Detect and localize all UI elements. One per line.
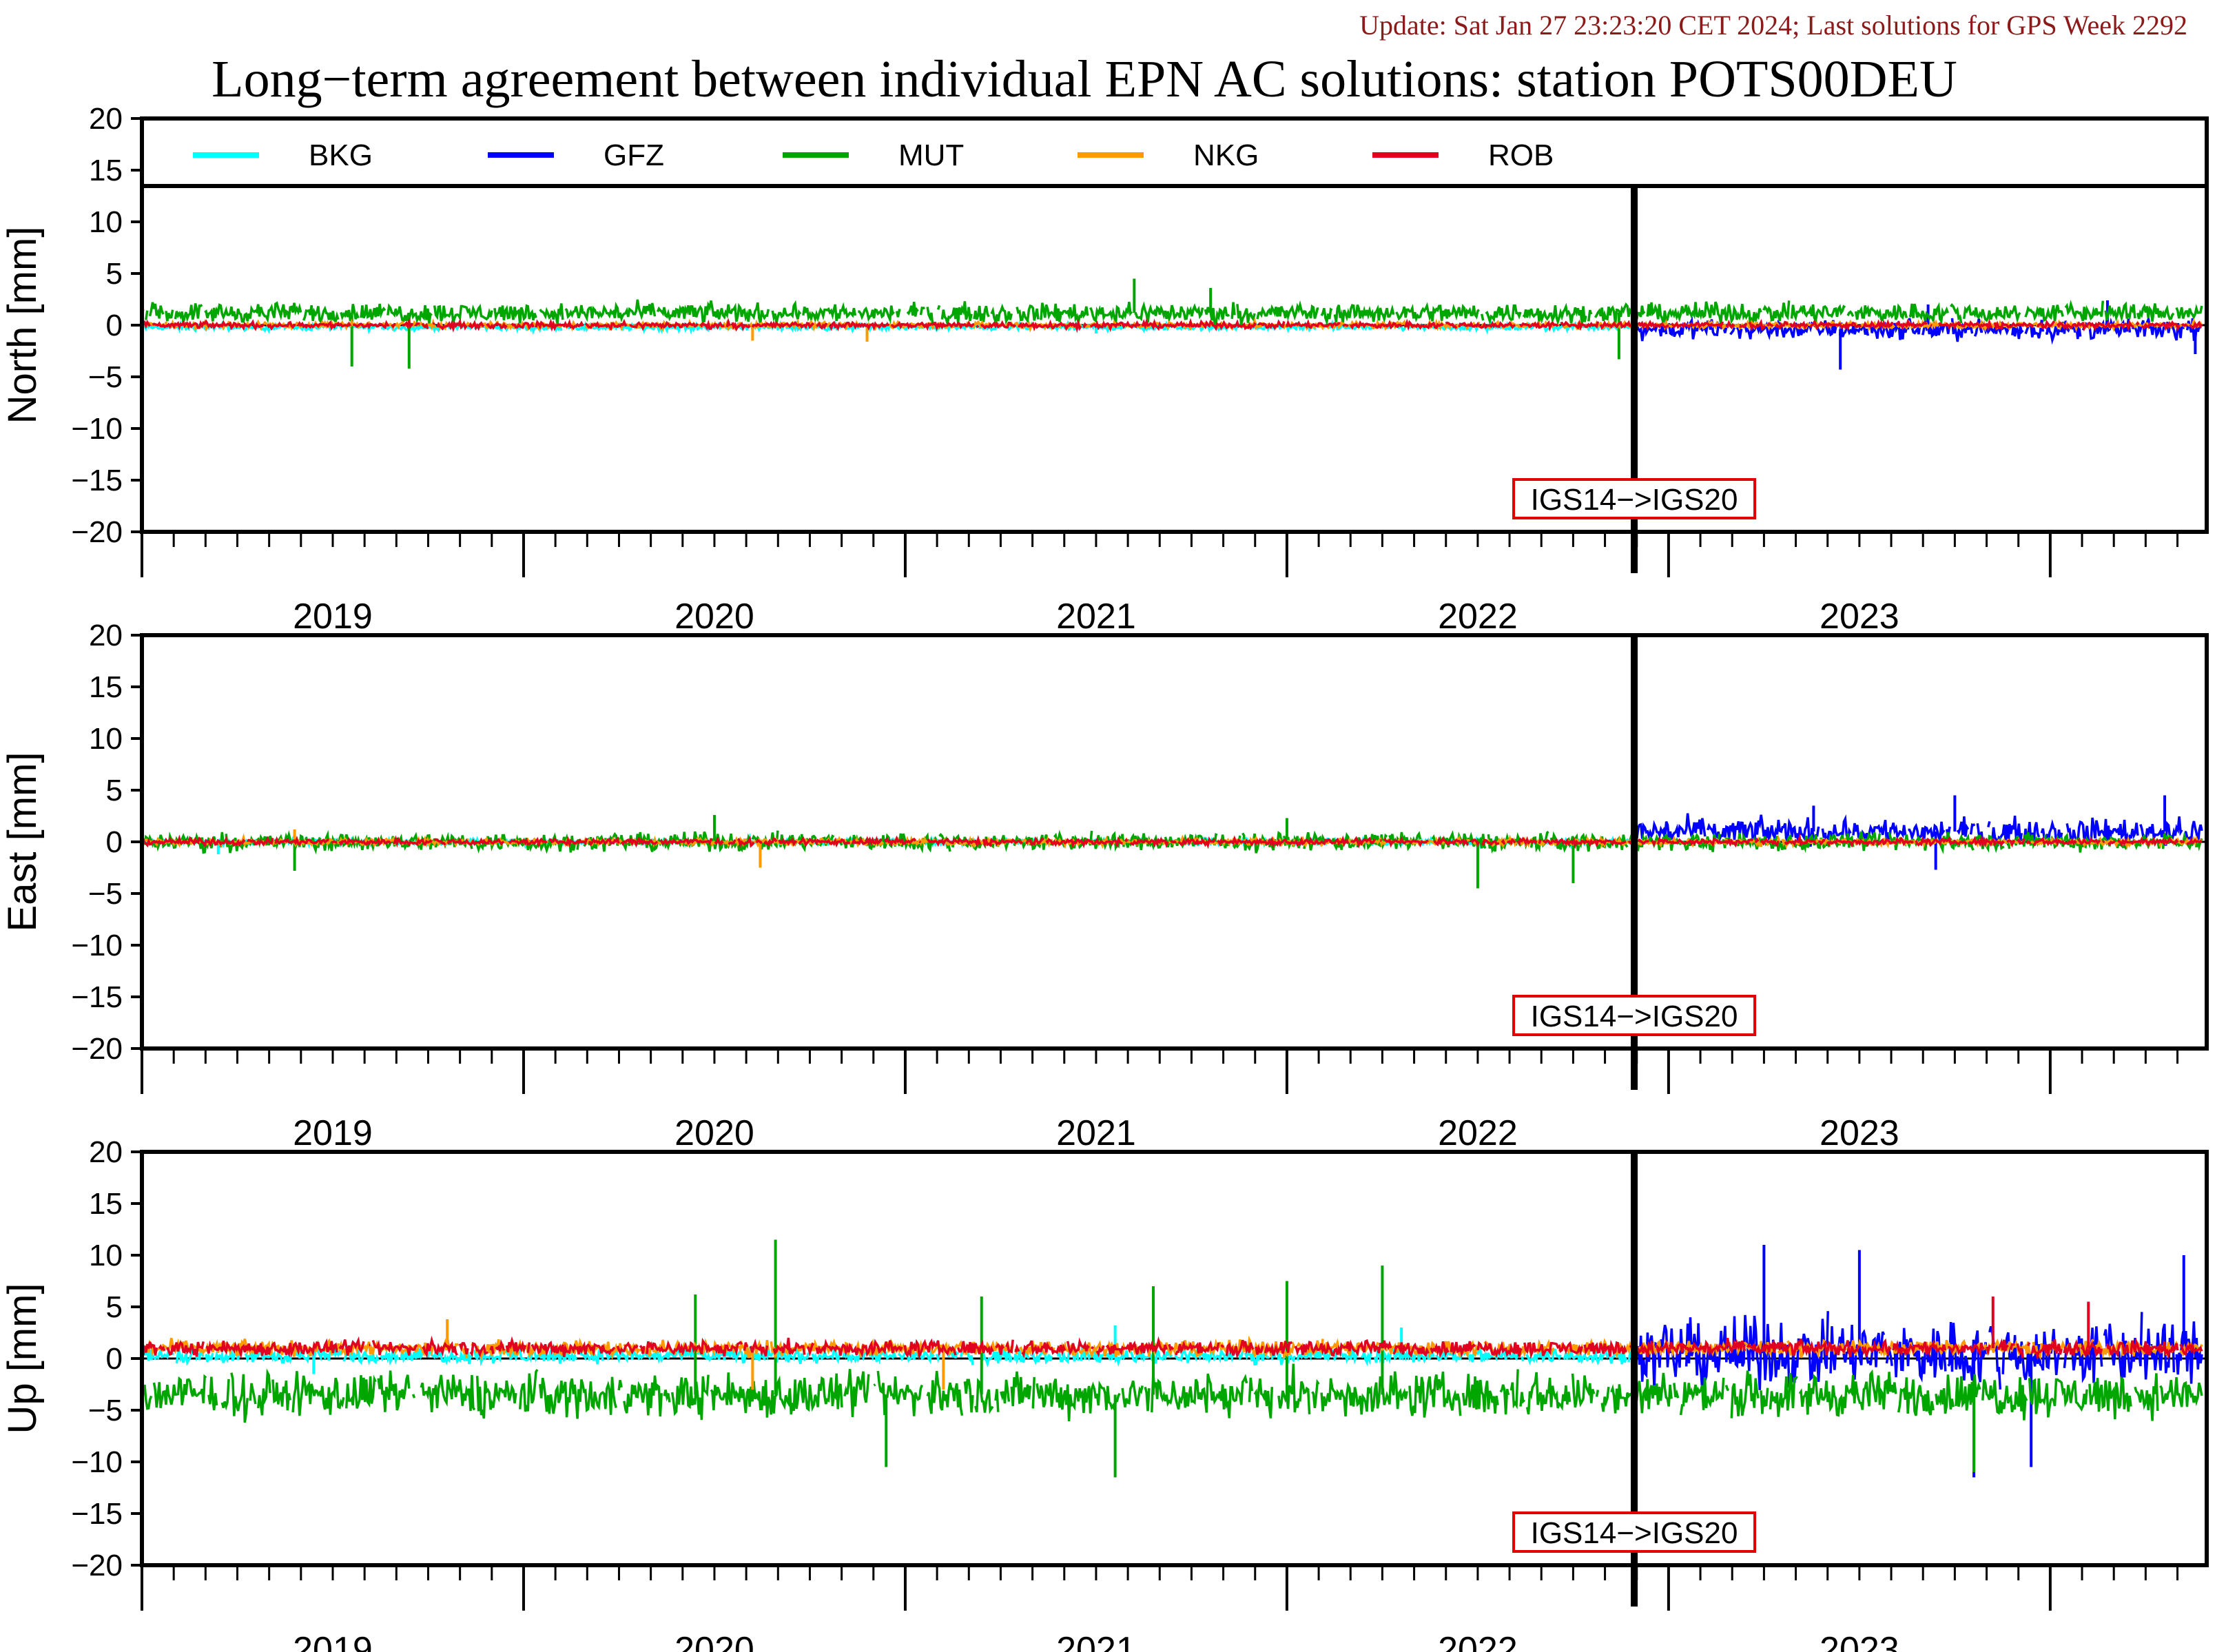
chart-title: Long−term agreement between individual E…	[212, 50, 1957, 108]
legend-box	[140, 116, 2209, 188]
y-tick-label: 5	[106, 257, 123, 291]
y-tick-label: −10	[71, 929, 123, 962]
y-tick-label: 10	[89, 205, 123, 239]
panel-2: IGS14−>IGS20 20 15 10 5 0 −5 −10 −15 −20 East [mm]…	[0, 619, 2209, 1153]
frame-change-box	[1512, 995, 1757, 1036]
x-year-label: 2021	[1056, 1630, 1136, 1652]
y-tick-label: −10	[71, 412, 123, 446]
y-tick-label: 0	[106, 309, 123, 342]
y-tick-label: 5	[106, 774, 123, 807]
frame-change-label: IGS14−>IGS20	[1531, 1516, 1738, 1550]
y-tick-label: −20	[71, 1549, 123, 1582]
y-tick-label: 15	[89, 154, 123, 187]
y-tick-label: 0	[106, 1342, 123, 1376]
x-year-label: 2020	[674, 1113, 754, 1153]
panel-3: IGS14−>IGS20 20 15 10 5 0 −5 −10 −15 −20 Up [mm] 20…	[0, 1135, 2209, 1652]
x-year-label: 2022	[1438, 597, 1518, 637]
legend-label-mut: MUT	[898, 138, 964, 172]
y-tick-label: −20	[71, 515, 123, 549]
legend-label-bkg: BKG	[309, 138, 373, 172]
series-group	[142, 278, 2203, 370]
series-line-mut	[142, 299, 2203, 327]
x-year-label: 2019	[293, 1630, 373, 1652]
x-year-label: 2020	[674, 1630, 754, 1652]
x-year-label: 2021	[1056, 597, 1136, 637]
series-line-rob	[142, 1335, 2203, 1361]
y-tick-label: 15	[89, 670, 123, 704]
y-tick-label: 0	[106, 825, 123, 859]
y-tick-label: 10	[89, 1239, 123, 1272]
panels-group: IGS14−>IGS20 20 15 10 5 0 −5 −10 −15 −20 North [mm…	[0, 102, 2209, 1652]
x-year-label: 2023	[1820, 1630, 1899, 1652]
y-tick-label: −10	[71, 1445, 123, 1479]
frame-change-label: IGS14−>IGS20	[1531, 483, 1738, 517]
y-tick-label: 5	[106, 1290, 123, 1324]
y-tick-label: −20	[71, 1032, 123, 1066]
series-group	[142, 1239, 2203, 1478]
x-year-label: 2022	[1438, 1630, 1518, 1652]
legend-label-nkg: NKG	[1193, 138, 1259, 172]
y-tick-label: 20	[89, 1135, 123, 1169]
x-year-label: 2019	[293, 597, 373, 637]
x-year-label: 2019	[293, 1113, 373, 1153]
frame-change-label: IGS14−>IGS20	[1531, 1000, 1738, 1033]
legend-label-gfz: GFZ	[604, 138, 664, 172]
y-tick-label: −5	[88, 877, 123, 911]
y-tick-label: −15	[71, 464, 123, 497]
y-tick-label: −15	[71, 980, 123, 1014]
y-axis-label: North [mm]	[0, 227, 45, 424]
y-tick-label: 20	[89, 102, 123, 136]
frame-change-box	[1512, 478, 1757, 519]
x-year-label: 2022	[1438, 1113, 1518, 1153]
x-year-label: 2023	[1820, 1113, 1899, 1153]
x-year-label: 2021	[1056, 1113, 1136, 1153]
series-line-rob	[142, 833, 2203, 849]
y-tick-label: −5	[88, 1394, 123, 1427]
y-tick-label: −5	[88, 360, 123, 394]
x-year-label: 2020	[674, 597, 754, 637]
panel-1: IGS14−>IGS20 20 15 10 5 0 −5 −10 −15 −20 North [mm…	[0, 102, 2209, 637]
series-line-mut	[142, 1363, 2203, 1423]
series-line-rob	[142, 318, 2203, 333]
series-line-gfz	[1634, 314, 2202, 345]
x-year-label: 2023	[1820, 597, 1899, 637]
update-stamp: Update: Sat Jan 27 23:23:20 CET 2024; La…	[1359, 10, 2187, 41]
legend-label-rob: ROB	[1488, 138, 1554, 172]
y-tick-label: 20	[89, 619, 123, 652]
frame-change-box	[1512, 1511, 1757, 1553]
y-axis-label: Up [mm]	[0, 1283, 45, 1434]
y-tick-label: 15	[89, 1187, 123, 1221]
y-axis-label: East [mm]	[0, 752, 45, 931]
series-group	[142, 795, 2203, 889]
y-tick-label: 10	[89, 722, 123, 756]
y-tick-label: −15	[71, 1497, 123, 1531]
